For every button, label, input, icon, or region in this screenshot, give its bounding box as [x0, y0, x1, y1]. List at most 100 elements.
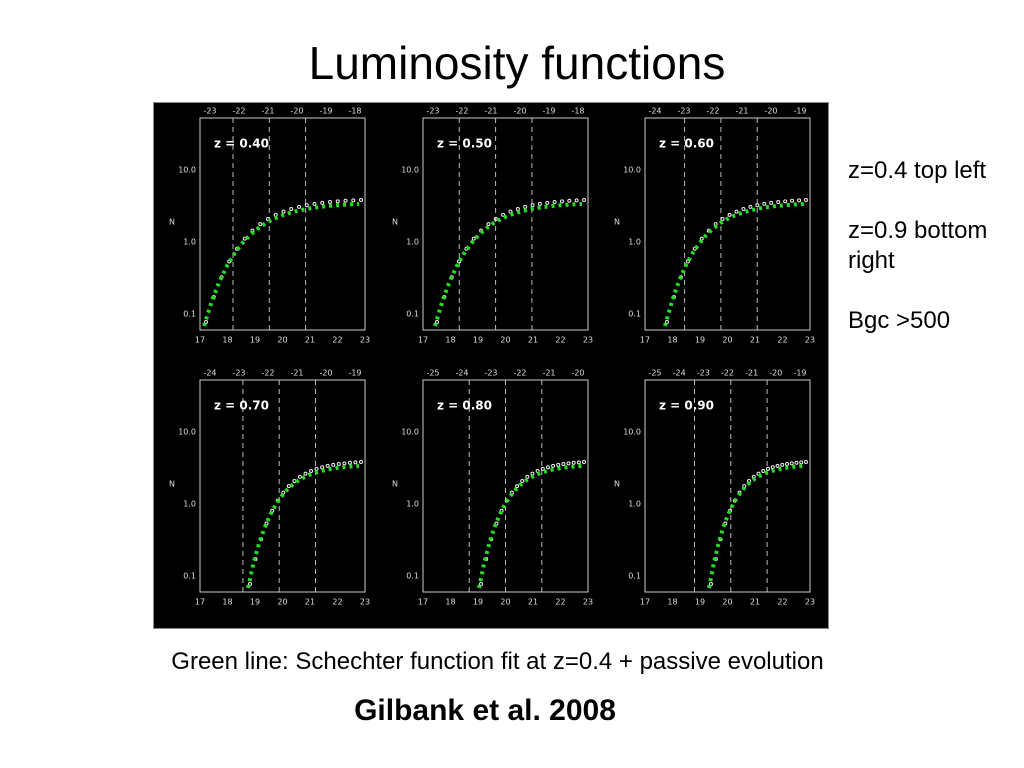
y-tick-label: 10.0 — [401, 166, 419, 175]
top-tick-label: -25 — [426, 369, 439, 378]
top-tick-label: -24 — [455, 369, 468, 378]
top-tick-label: -24 — [648, 107, 661, 116]
top-tick-label: -20 — [290, 107, 303, 116]
x-tick-label: 19 — [250, 336, 260, 345]
data-point — [342, 461, 347, 466]
y-tick-label: 1.0 — [183, 238, 196, 247]
top-tick-label: -22 — [455, 107, 468, 116]
caption: Green line: Schechter function fit at z=… — [171, 648, 824, 675]
x-tick-label: 20 — [722, 336, 732, 345]
y-tick-label: 1.0 — [183, 500, 196, 509]
data-point — [286, 484, 291, 489]
data-point — [734, 209, 739, 214]
data-point — [515, 484, 520, 489]
y-tick-label: 1.0 — [628, 238, 641, 247]
figure: z = 0.40 17 18 19 20 21 22 23 -23 -22 -21 -20 -19 -18… — [153, 102, 829, 629]
y-tick-label: 0.1 — [183, 310, 196, 319]
data-point — [783, 199, 788, 204]
panel-label: z = 0.80 — [437, 399, 492, 413]
x-tick-label: 18 — [667, 598, 677, 607]
citation: Gilbank et al. 2008 — [354, 694, 616, 727]
side-note: z=0.9 bottom right — [848, 217, 988, 274]
data-point — [574, 198, 579, 203]
data-point — [312, 201, 317, 206]
x-tick-label: 23 — [360, 598, 370, 607]
top-tick-label: -21 — [290, 369, 303, 378]
x-tick-label: 22 — [332, 336, 342, 345]
x-tick-label: 22 — [555, 598, 565, 607]
data-point — [789, 461, 794, 466]
y-axis-label: N — [169, 480, 175, 489]
data-point — [567, 198, 572, 203]
data-point — [727, 212, 732, 217]
data-point — [785, 462, 789, 467]
y-tick-label: 0.1 — [406, 310, 419, 319]
data-point — [780, 462, 785, 467]
top-tick-label: -23 — [677, 107, 690, 116]
y-tick-label: 0.1 — [406, 572, 419, 581]
x-tick-label: 21 — [528, 598, 538, 607]
x-tick-label: 19 — [695, 336, 705, 345]
data-point — [289, 207, 294, 212]
y-tick-label: 10.0 — [401, 428, 419, 437]
data-point — [297, 204, 301, 209]
top-tick-label: -19 — [793, 369, 806, 378]
top-tick-label: -19 — [319, 107, 332, 116]
x-tick-label: 19 — [250, 598, 260, 607]
data-point — [741, 207, 746, 212]
data-point — [281, 490, 286, 495]
data-point — [353, 460, 358, 465]
data-point — [582, 460, 586, 464]
top-tick-label: -20 — [513, 107, 526, 116]
x-tick-label: 23 — [805, 336, 815, 345]
y-axis-label: N — [614, 218, 620, 227]
panel-label: z = 0.70 — [214, 399, 269, 413]
x-tick-label: 21 — [305, 598, 315, 607]
plot-frame — [644, 117, 811, 331]
x-tick-label: 17 — [418, 336, 428, 345]
side-note: z=0.4 top left — [848, 157, 987, 184]
y-axis-label: N — [392, 218, 398, 227]
figure-background — [153, 102, 829, 629]
x-tick-label: 20 — [277, 336, 287, 345]
data-point — [699, 236, 704, 241]
x-tick-label: 17 — [195, 336, 205, 345]
data-point — [343, 198, 348, 203]
y-tick-label: 10.0 — [178, 428, 196, 437]
data-point — [794, 460, 799, 465]
x-tick-label: 21 — [750, 598, 760, 607]
x-tick-label: 23 — [583, 336, 593, 345]
x-tick-label: 18 — [222, 598, 232, 607]
x-tick-label: 17 — [195, 598, 205, 607]
plot-frame — [199, 379, 366, 593]
data-point — [320, 200, 325, 205]
data-point — [347, 460, 352, 465]
x-tick-label: 22 — [332, 598, 342, 607]
data-point — [552, 200, 557, 205]
y-tick-label: 10.0 — [623, 428, 641, 437]
y-axis-label: N — [614, 480, 620, 489]
data-point — [303, 471, 308, 476]
top-tick-label: -24 — [203, 369, 216, 378]
top-tick-label: -23 — [232, 369, 245, 378]
data-point — [790, 198, 795, 203]
top-tick-label: -20 — [571, 369, 584, 378]
x-tick-label: 20 — [500, 336, 510, 345]
data-point — [523, 204, 528, 209]
y-axis-label: N — [169, 218, 175, 227]
data-point — [720, 217, 725, 222]
y-tick-label: 1.0 — [406, 500, 419, 509]
data-point — [551, 463, 556, 468]
top-tick-label: -20 — [764, 107, 777, 116]
panel-label: z = 0.40 — [214, 137, 269, 151]
x-tick-label: 22 — [777, 598, 787, 607]
x-tick-label: 22 — [555, 336, 565, 345]
y-tick-label: 10.0 — [178, 166, 196, 175]
x-tick-label: 17 — [640, 598, 650, 607]
top-tick-label: -19 — [542, 107, 555, 116]
data-point — [359, 198, 363, 202]
plot-frame — [644, 379, 811, 593]
data-point — [576, 460, 581, 465]
x-tick-label: 18 — [667, 336, 677, 345]
data-point — [304, 203, 309, 208]
